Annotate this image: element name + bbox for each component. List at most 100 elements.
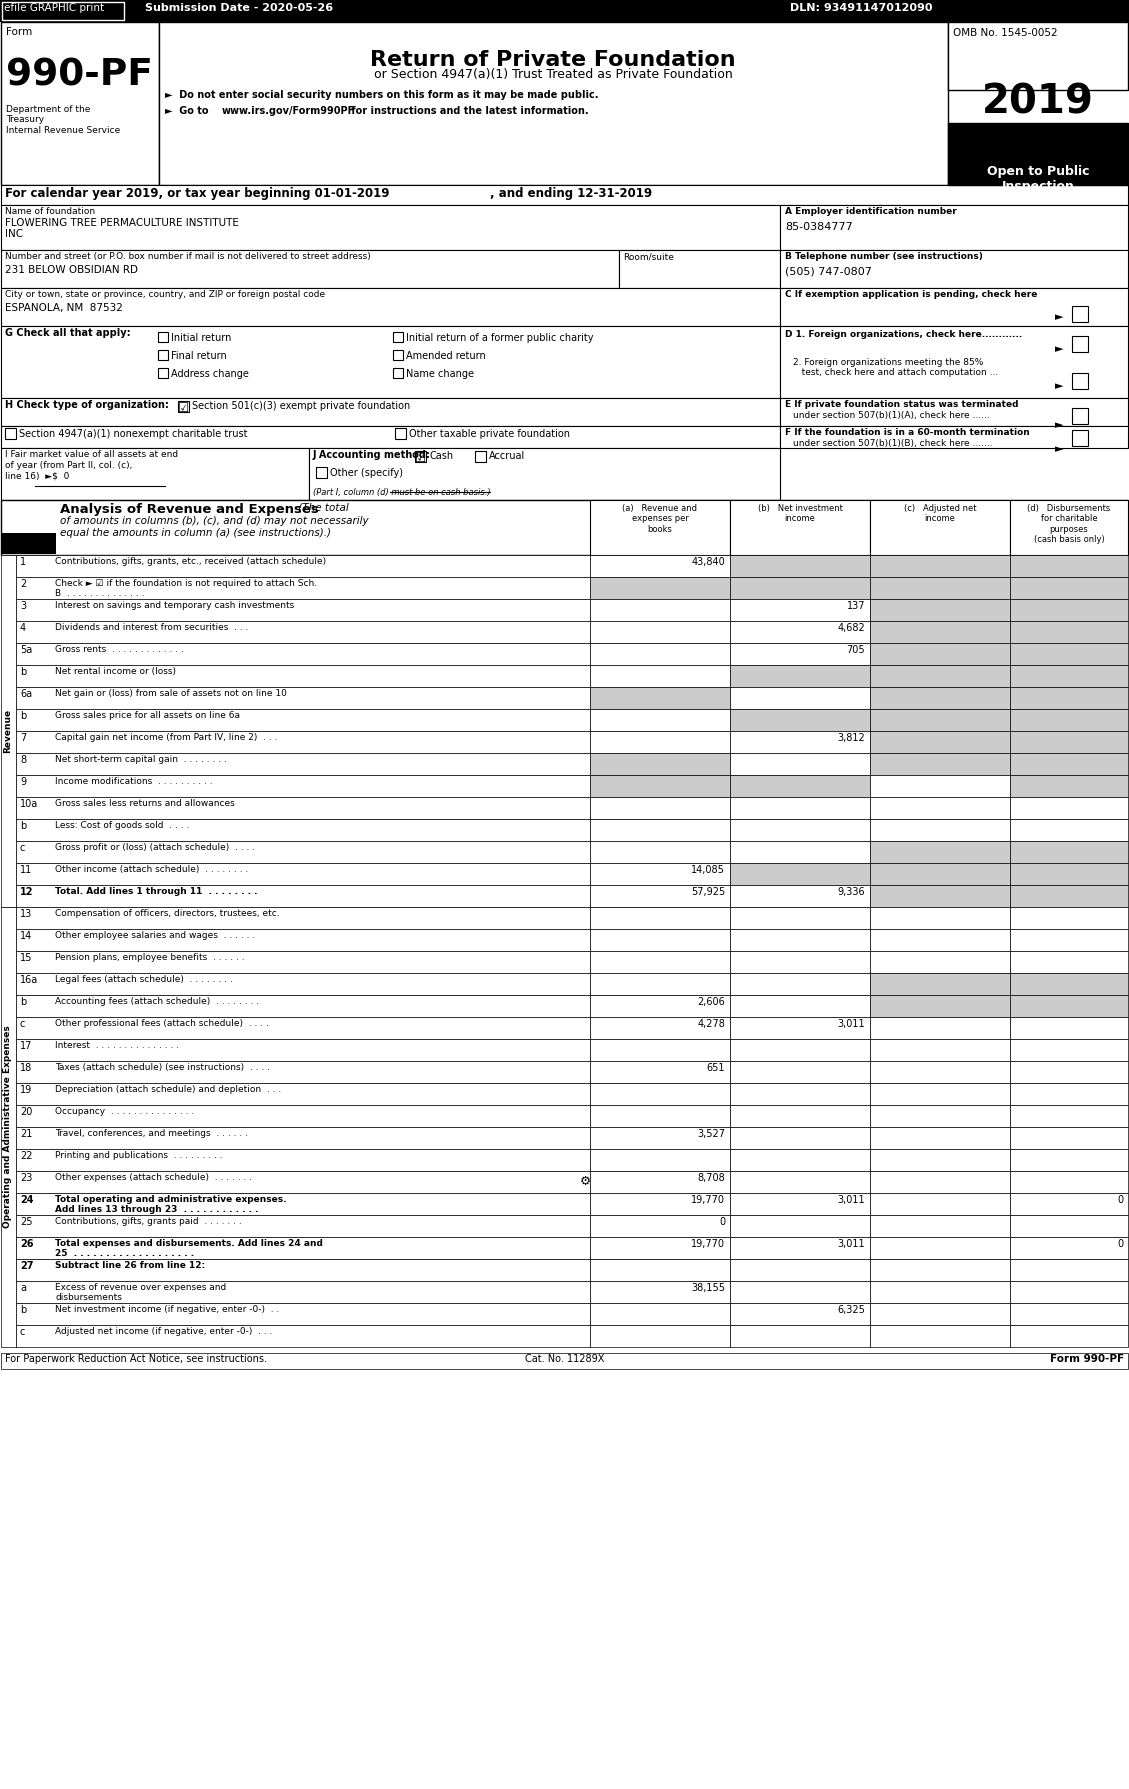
Bar (730, 886, 870, 907)
Bar (16, 841, 590, 862)
Bar (316, 467, 327, 478)
Text: (b)   Net investment
income: (b) Net investment income (758, 504, 842, 524)
Text: Name of foundation: Name of foundation (5, 208, 95, 216)
Bar (16, 819, 590, 841)
Text: c: c (20, 1020, 25, 1029)
Text: 10a: 10a (20, 800, 38, 809)
Bar (870, 1061, 1010, 1082)
Text: 0: 0 (1117, 1195, 1123, 1206)
Bar (948, 21, 1128, 89)
Bar (590, 1236, 730, 1259)
Bar (16, 995, 590, 1016)
Bar (730, 708, 870, 732)
Text: 3: 3 (20, 601, 26, 612)
Bar (870, 1236, 1010, 1259)
Bar (1010, 1281, 1128, 1302)
Bar (590, 687, 730, 708)
Bar (590, 732, 730, 753)
Bar (590, 1016, 730, 1039)
Bar (730, 973, 870, 995)
Bar (1010, 841, 1128, 862)
Text: 7: 7 (20, 733, 26, 742)
Bar (1010, 666, 1128, 687)
Bar (16, 1061, 590, 1082)
Bar (590, 841, 730, 862)
Text: Net short-term capital gain  . . . . . . . .: Net short-term capital gain . . . . . . … (55, 755, 227, 764)
Bar (1010, 499, 1128, 555)
Bar (870, 952, 1010, 973)
Text: (Part I, column (d) must be on cash basis.): (Part I, column (d) must be on cash basi… (313, 488, 491, 497)
Text: for instructions and the latest information.: for instructions and the latest informat… (348, 106, 588, 116)
Bar (870, 1215, 1010, 1236)
Text: FLOWERING TREE PERMACULTURE INSTITUTE: FLOWERING TREE PERMACULTURE INSTITUTE (5, 218, 239, 227)
Bar (16, 1215, 590, 1236)
Bar (5, 428, 16, 438)
Bar (870, 819, 1010, 841)
Bar (1, 288, 780, 326)
Bar (590, 1082, 730, 1106)
Text: Accrual: Accrual (489, 451, 525, 462)
Bar (16, 1016, 590, 1039)
Text: ►  Do not enter social security numbers on this form as it may be made public.: ► Do not enter social security numbers o… (165, 89, 598, 100)
Bar (870, 928, 1010, 952)
Bar (730, 1236, 870, 1259)
Bar (870, 1281, 1010, 1302)
Text: of year (from Part II, col. (c),: of year (from Part II, col. (c), (5, 462, 132, 471)
Bar (16, 687, 590, 708)
Bar (16, 1127, 590, 1149)
Bar (870, 862, 1010, 886)
Text: Gross profit or (loss) (attach schedule)  . . . .: Gross profit or (loss) (attach schedule)… (55, 843, 255, 852)
Text: For Paperwork Reduction Act Notice, see instructions.: For Paperwork Reduction Act Notice, see … (5, 1354, 266, 1363)
Bar (870, 1193, 1010, 1215)
Bar (870, 1326, 1010, 1347)
Bar (1, 499, 1128, 555)
Bar (870, 599, 1010, 621)
Bar (159, 21, 948, 184)
Bar (1010, 995, 1128, 1016)
Text: 0: 0 (1117, 1240, 1123, 1249)
Text: (c)   Adjusted net
income: (c) Adjusted net income (903, 504, 977, 524)
Text: Operating and Administrative Expenses: Operating and Administrative Expenses (3, 1025, 12, 1229)
Bar (590, 1259, 730, 1281)
Text: Number and street (or P.O. box number if mail is not delivered to street address: Number and street (or P.O. box number if… (5, 252, 370, 261)
Bar (730, 1016, 870, 1039)
Text: 16a: 16a (20, 975, 38, 986)
Text: Initial return: Initial return (170, 333, 231, 343)
Bar (590, 1149, 730, 1172)
Text: 57,925: 57,925 (691, 887, 725, 896)
Bar (590, 708, 730, 732)
Bar (590, 1326, 730, 1347)
Bar (730, 819, 870, 841)
Text: (a)   Revenue and
expenses per
books: (a) Revenue and expenses per books (622, 504, 698, 533)
Bar (16, 1236, 590, 1259)
Text: 25: 25 (20, 1217, 33, 1227)
Text: 3,011: 3,011 (838, 1020, 865, 1029)
Bar (1, 206, 780, 250)
Text: INC: INC (5, 229, 23, 240)
Bar (870, 666, 1010, 687)
Text: ►: ► (1054, 420, 1064, 429)
Bar (393, 333, 403, 342)
Bar (870, 499, 1010, 555)
Text: Interest on savings and temporary cash investments: Interest on savings and temporary cash i… (55, 601, 295, 610)
Text: B Telephone number (see instructions): B Telephone number (see instructions) (785, 252, 983, 261)
Bar (870, 1149, 1010, 1172)
Text: 2. Foreign organizations meeting the 85%
   test, check here and attach computat: 2. Foreign organizations meeting the 85%… (793, 358, 998, 377)
Bar (1010, 1236, 1128, 1259)
Text: A Employer identification number: A Employer identification number (785, 208, 956, 216)
Text: 8: 8 (20, 755, 26, 766)
Bar (590, 753, 730, 775)
Text: 43,840: 43,840 (691, 556, 725, 567)
Bar (1010, 1149, 1128, 1172)
Bar (16, 1039, 590, 1061)
Text: 18: 18 (20, 1063, 33, 1073)
Text: Submission Date - 2020-05-26: Submission Date - 2020-05-26 (145, 4, 333, 13)
Text: Cash: Cash (429, 451, 453, 462)
Text: 705: 705 (847, 646, 865, 655)
Text: Contributions, gifts, grants paid  . . . . . . .: Contributions, gifts, grants paid . . . … (55, 1217, 242, 1225)
Bar (590, 995, 730, 1016)
Bar (1, 326, 780, 397)
Bar (590, 1193, 730, 1215)
Text: 6a: 6a (20, 689, 32, 699)
Bar (870, 973, 1010, 995)
